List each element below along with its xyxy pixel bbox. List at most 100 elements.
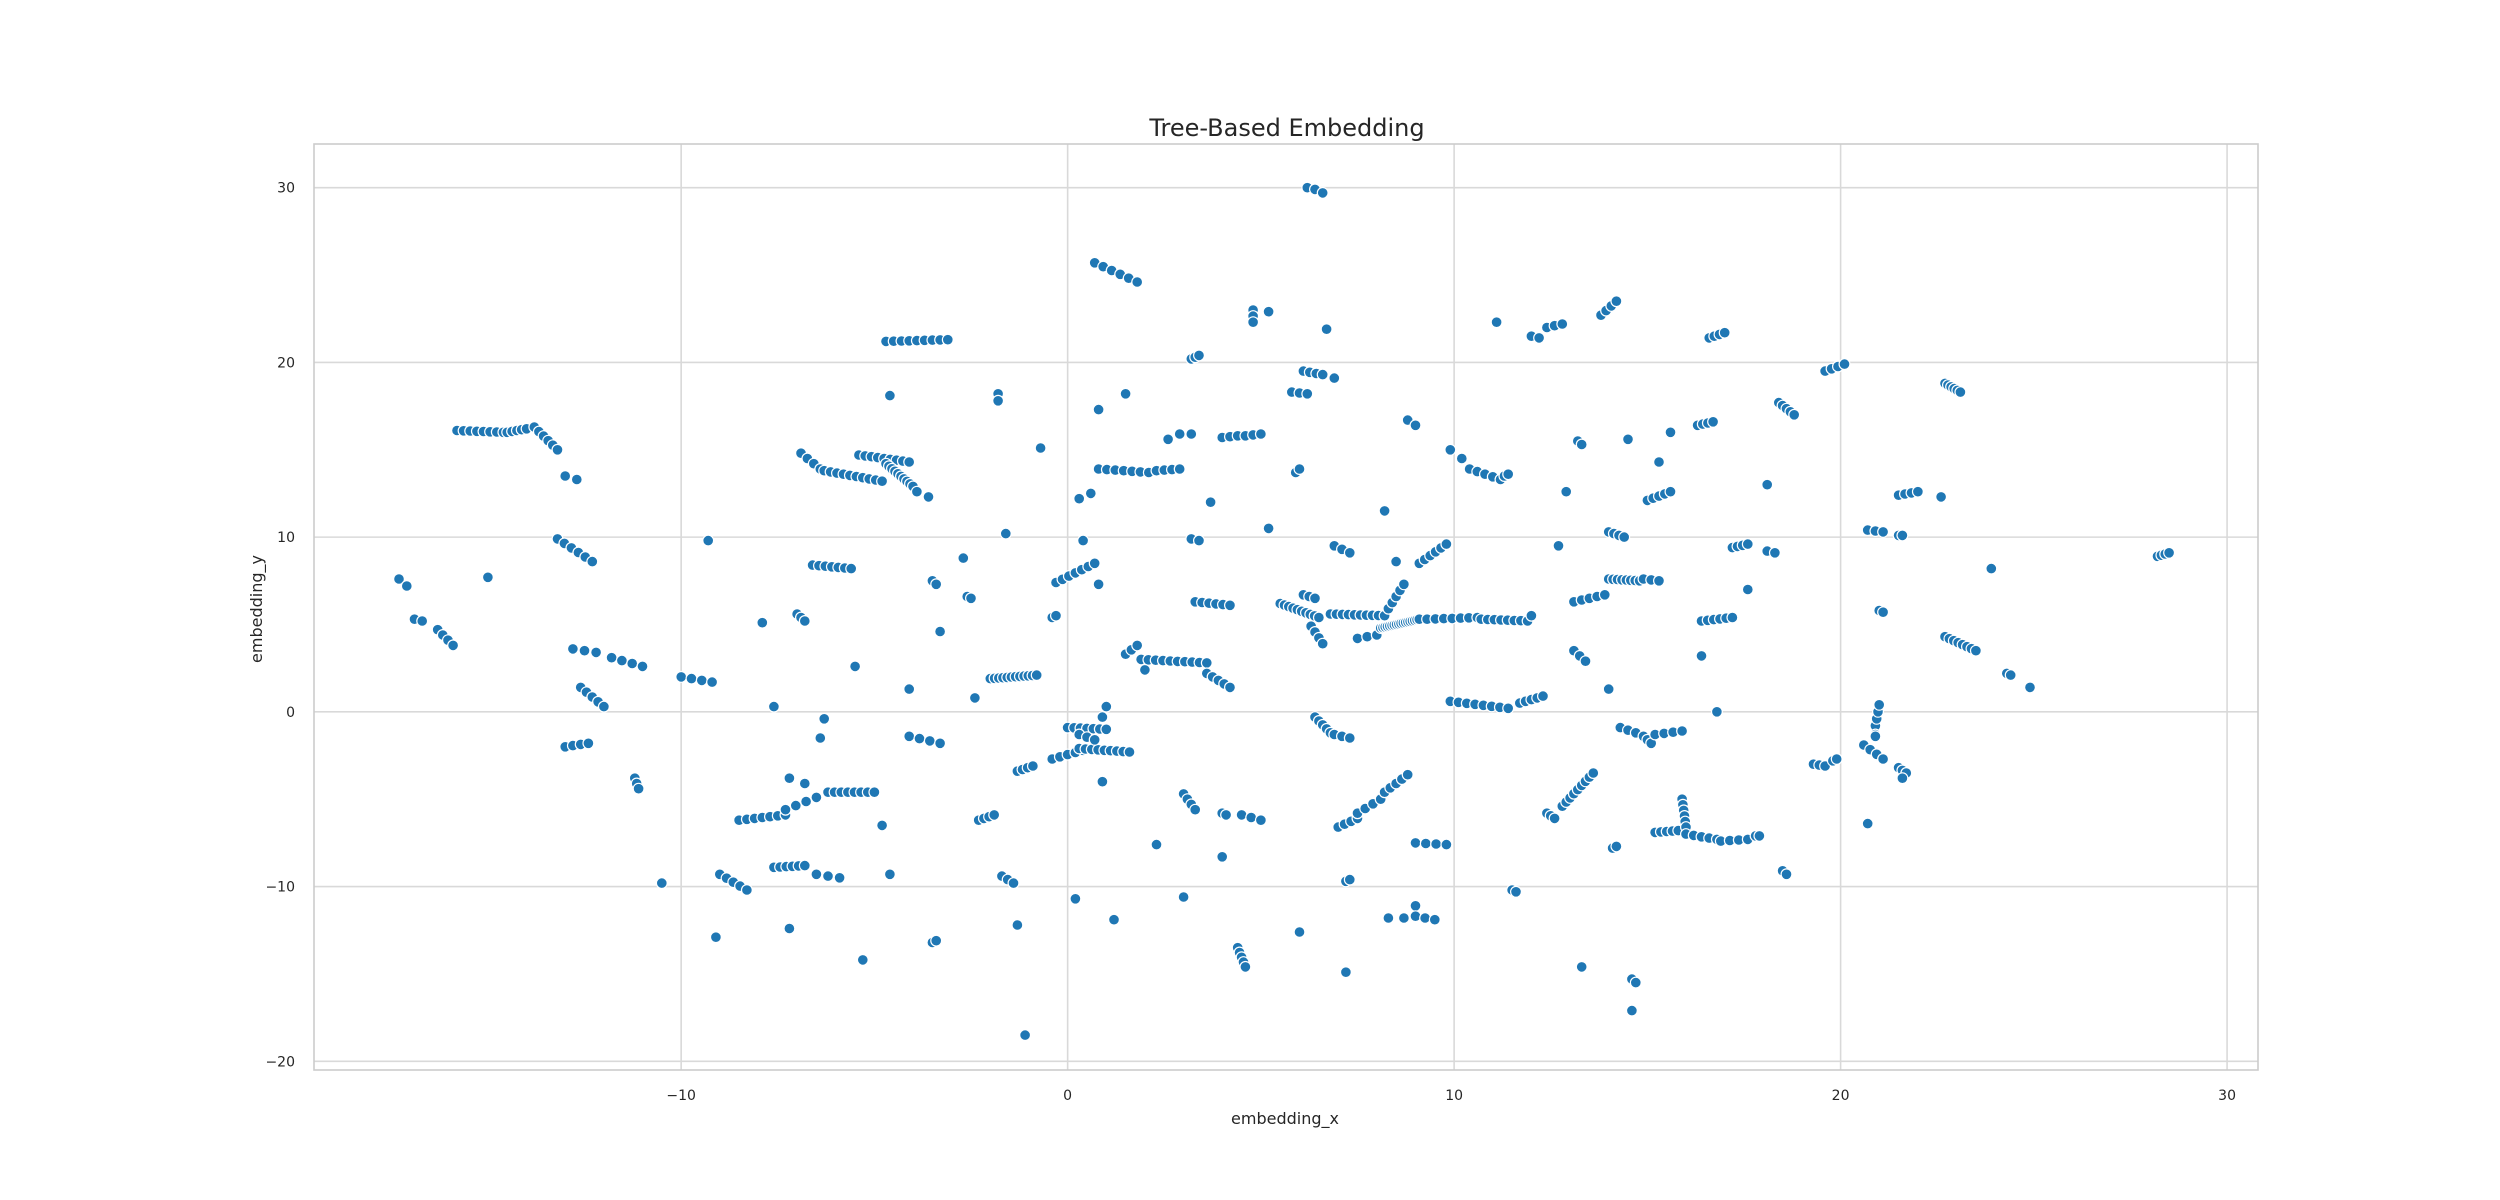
scatter-point xyxy=(1150,838,1163,851)
scatter-point xyxy=(923,734,936,747)
scatter-point xyxy=(1123,745,1136,758)
scatter-point xyxy=(1308,592,1321,605)
scatter-point xyxy=(1409,419,1422,432)
scatter-point xyxy=(1621,433,1634,446)
scatter-point xyxy=(800,795,813,808)
scatter-point xyxy=(1869,730,1882,743)
scatter-point xyxy=(1390,555,1403,568)
scatter-point xyxy=(655,877,668,890)
scatter-point xyxy=(1397,578,1410,591)
scatter-point xyxy=(1954,386,1967,399)
scatter-point xyxy=(883,868,896,881)
scatter-point xyxy=(695,674,708,687)
scatter-point xyxy=(1204,496,1217,509)
scatter-point xyxy=(1247,316,1260,329)
scatter-point xyxy=(814,731,827,744)
y-tick-label: 10 xyxy=(277,530,295,546)
scatter-point xyxy=(1131,276,1144,289)
scatter-point xyxy=(1254,428,1267,441)
y-tick-label: 30 xyxy=(277,181,295,197)
scatter-point xyxy=(1351,632,1364,645)
scatter-point xyxy=(876,819,889,832)
scatter-point xyxy=(1664,485,1677,498)
scatter-point xyxy=(1444,443,1457,456)
scatter-point xyxy=(1084,487,1097,500)
scatter-point xyxy=(798,777,811,790)
scatter-point xyxy=(883,389,896,402)
scatter-point xyxy=(447,639,460,652)
scatter-point xyxy=(605,651,618,664)
scatter-point xyxy=(1598,588,1611,601)
scatter-point xyxy=(1301,387,1314,400)
x-tick-label: −10 xyxy=(666,1088,696,1104)
scatter-point xyxy=(1220,808,1233,821)
scatter-point xyxy=(1019,1029,1032,1042)
scatter-point xyxy=(1162,433,1175,446)
scatter-point xyxy=(992,394,1005,407)
scatter-point xyxy=(626,657,639,670)
scatter-point xyxy=(1177,890,1190,903)
scatter-point xyxy=(566,642,579,655)
y-axis-label: embedding_y xyxy=(247,555,267,663)
scatter-point xyxy=(1676,724,1689,737)
scatter-point xyxy=(957,552,970,565)
scatter-point xyxy=(1877,752,1890,765)
scatter-point xyxy=(1011,918,1024,931)
scatter-point xyxy=(1339,966,1352,979)
scatter-point xyxy=(756,616,769,629)
scatter-point xyxy=(1173,463,1186,476)
scatter-point xyxy=(1361,630,1374,643)
scatter-point xyxy=(1610,840,1623,853)
scatter-point xyxy=(685,672,698,685)
scatter-point xyxy=(1509,885,1522,898)
scatter-point xyxy=(1100,700,1113,713)
scatter-point xyxy=(934,737,947,750)
scatter-point xyxy=(1173,428,1186,441)
scatter-point xyxy=(988,808,1001,821)
scatter-point xyxy=(1223,599,1236,612)
scatter-point xyxy=(481,571,494,584)
scatter-point xyxy=(1192,534,1205,547)
scatter-point xyxy=(903,683,916,696)
x-tick-label: 20 xyxy=(1832,1088,1850,1104)
scatter-point xyxy=(1652,574,1665,587)
scatter-point xyxy=(818,712,831,725)
scatter-point xyxy=(789,799,802,812)
scatter-point xyxy=(702,534,715,547)
x-tick-label: 10 xyxy=(1445,1088,1463,1104)
scatter-point xyxy=(1034,442,1047,455)
scatter-point xyxy=(559,470,572,483)
grid-lines xyxy=(314,144,2258,1070)
scatter-point xyxy=(586,555,599,568)
scatter-point xyxy=(1262,305,1275,318)
scatter-point xyxy=(1440,838,1453,851)
scatter-point xyxy=(1185,428,1198,441)
scatter-point xyxy=(632,782,645,795)
scatter-point xyxy=(1788,408,1801,421)
scatter-point xyxy=(636,660,649,673)
scatter-point xyxy=(1575,438,1588,451)
scatter-point xyxy=(999,527,1012,540)
scatter-point xyxy=(1216,850,1229,863)
scatter-point xyxy=(1935,490,1948,503)
scatter-point xyxy=(1533,331,1546,344)
scatter-point xyxy=(1761,478,1774,491)
scatter-point xyxy=(1718,326,1731,339)
scatter-point xyxy=(783,922,796,935)
scatter-point xyxy=(740,883,753,896)
scatter-point xyxy=(903,730,916,743)
scatter-point xyxy=(1107,913,1120,926)
x-tick-labels: −10 0 10 20 30 xyxy=(666,1088,2236,1104)
scatter-point xyxy=(1502,468,1515,481)
scatter-point xyxy=(845,562,858,575)
scatter-point xyxy=(1710,705,1723,718)
scatter-point xyxy=(1877,606,1890,619)
scatter-point xyxy=(1419,911,1432,924)
scatter-point xyxy=(1096,711,1109,724)
scatter-point xyxy=(1525,609,1538,622)
scatter-point xyxy=(876,475,889,488)
scatter-point xyxy=(1896,772,1909,785)
scatter-point xyxy=(1401,768,1414,781)
scatter-point xyxy=(551,443,564,456)
